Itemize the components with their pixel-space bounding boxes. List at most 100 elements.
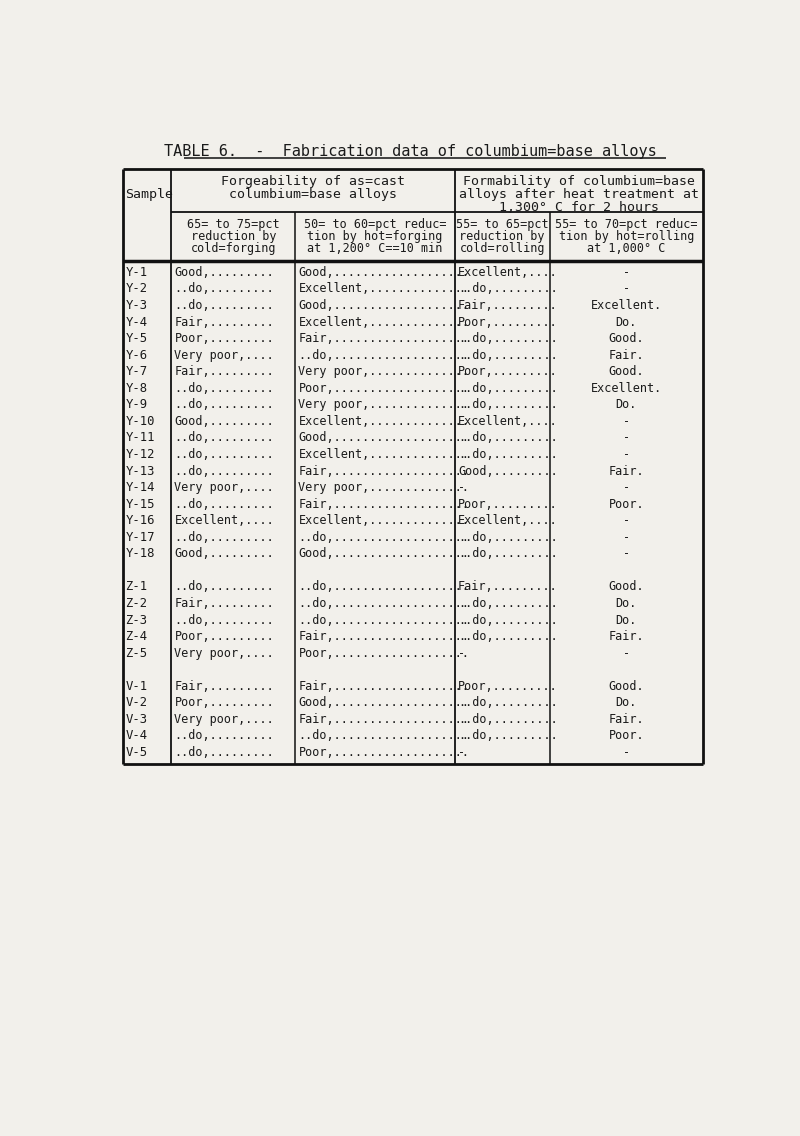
Text: Poor.: Poor. (609, 498, 644, 511)
Text: V-5: V-5 (126, 746, 148, 759)
Text: ..do,.........: ..do,......... (458, 432, 558, 444)
Text: -: - (622, 432, 630, 444)
Text: Good,.........: Good,......... (174, 415, 274, 428)
Text: Good.: Good. (609, 580, 644, 593)
Text: Y-8: Y-8 (126, 382, 148, 395)
Text: Very poor,..............: Very poor,.............. (298, 482, 470, 494)
Text: Good,...................: Good,................... (298, 299, 470, 312)
Text: ..do,.........: ..do,......... (174, 465, 274, 477)
Text: 55= to 70=pct reduc=: 55= to 70=pct reduc= (555, 218, 698, 231)
Text: Fair.: Fair. (609, 630, 644, 643)
Text: 50= to 60=pct reduc=: 50= to 60=pct reduc= (304, 218, 446, 231)
Text: -: - (458, 746, 465, 759)
Text: Do.: Do. (615, 598, 637, 610)
Text: ..do,.........: ..do,......... (458, 613, 558, 627)
Text: -: - (458, 646, 465, 660)
Text: Fair.: Fair. (609, 713, 644, 726)
Text: ..do,.........: ..do,......... (174, 382, 274, 395)
Text: ..do,.........: ..do,......... (174, 580, 274, 593)
Text: Y-16: Y-16 (126, 515, 155, 527)
Text: Good.: Good. (609, 366, 644, 378)
Text: Do.: Do. (615, 316, 637, 328)
Text: ..do,...................: ..do,................... (298, 580, 470, 593)
Text: Good,...................: Good,................... (298, 432, 470, 444)
Text: reduction by: reduction by (459, 229, 545, 243)
Text: cold=rolling: cold=rolling (459, 242, 545, 256)
Text: Fair,.........: Fair,......... (458, 299, 558, 312)
Text: -: - (622, 448, 630, 461)
Text: Do.: Do. (615, 399, 637, 411)
Text: Fair,...................: Fair,................... (298, 498, 470, 511)
Text: Formability of columbium=base: Formability of columbium=base (463, 175, 695, 187)
Text: ..do,.........: ..do,......... (174, 448, 274, 461)
Text: ..do,.........: ..do,......... (458, 630, 558, 643)
Text: Excellent,....: Excellent,.... (174, 515, 274, 527)
Text: Y-2: Y-2 (126, 283, 148, 295)
Text: Forgeability of as=cast: Forgeability of as=cast (221, 175, 405, 187)
Text: Excellent,....: Excellent,.... (458, 515, 558, 527)
Text: ..do,.........: ..do,......... (174, 299, 274, 312)
Text: ..do,...................: ..do,................... (298, 613, 470, 627)
Text: ..do,.........: ..do,......... (174, 498, 274, 511)
Text: Poor,...................: Poor,................... (298, 382, 470, 395)
Text: Do.: Do. (615, 696, 637, 709)
Text: Sample: Sample (125, 189, 173, 201)
Text: -: - (622, 415, 630, 428)
Text: Poor.: Poor. (609, 729, 644, 743)
Text: ..do,.........: ..do,......... (458, 713, 558, 726)
Text: 1,300° C for 2 hours: 1,300° C for 2 hours (499, 201, 659, 214)
Text: Excellent,..............: Excellent,.............. (298, 283, 470, 295)
Text: Very poor,....: Very poor,.... (174, 349, 274, 361)
Text: ..do,...................: ..do,................... (298, 729, 470, 743)
Text: Very poor,..............: Very poor,.............. (298, 399, 470, 411)
Text: Excellent,..............: Excellent,.............. (298, 415, 470, 428)
Text: Poor,.........: Poor,......... (174, 332, 274, 345)
Text: Do.: Do. (615, 613, 637, 627)
Text: Very poor,....: Very poor,.... (174, 713, 274, 726)
Text: Good,.........: Good,......... (174, 548, 274, 560)
Text: -: - (622, 515, 630, 527)
Text: ..do,.........: ..do,......... (458, 399, 558, 411)
Text: ..do,...................: ..do,................... (298, 349, 470, 361)
Text: Y-3: Y-3 (126, 299, 148, 312)
Text: Y-6: Y-6 (126, 349, 148, 361)
Text: Z-3: Z-3 (126, 613, 148, 627)
Text: Excellent,..............: Excellent,.............. (298, 515, 470, 527)
Text: ..do,.........: ..do,......... (174, 283, 274, 295)
Text: ..do,.........: ..do,......... (458, 696, 558, 709)
Text: -: - (622, 266, 630, 279)
Text: ..do,.........: ..do,......... (458, 349, 558, 361)
Text: ..do,...................: ..do,................... (298, 598, 470, 610)
Text: Y-10: Y-10 (126, 415, 155, 428)
Text: ..do,.........: ..do,......... (458, 382, 558, 395)
Text: V-3: V-3 (126, 713, 148, 726)
Text: Z-5: Z-5 (126, 646, 148, 660)
Text: tion by hot=rolling: tion by hot=rolling (558, 229, 694, 243)
Text: TABLE 6.  -  Fabrication data of columbium=base alloys: TABLE 6. - Fabrication data of columbium… (164, 144, 656, 159)
Text: Y-13: Y-13 (126, 465, 155, 477)
Text: Y-7: Y-7 (126, 366, 148, 378)
Text: columbium=base alloys: columbium=base alloys (229, 187, 397, 201)
Text: -: - (622, 482, 630, 494)
Text: Y-15: Y-15 (126, 498, 155, 511)
Text: Z-2: Z-2 (126, 598, 148, 610)
Text: Poor,.........: Poor,......... (458, 679, 558, 693)
Text: Z-1: Z-1 (126, 580, 148, 593)
Text: Good,.........: Good,......... (174, 266, 274, 279)
Text: Y-12: Y-12 (126, 448, 155, 461)
Text: Y-9: Y-9 (126, 399, 148, 411)
Text: alloys after heat treatment at: alloys after heat treatment at (459, 187, 699, 201)
Text: Poor,.........: Poor,......... (458, 316, 558, 328)
Text: at 1,000° C: at 1,000° C (587, 242, 666, 256)
Text: ..do,.........: ..do,......... (458, 548, 558, 560)
Text: ..do,.........: ..do,......... (458, 598, 558, 610)
Text: Y-14: Y-14 (126, 482, 155, 494)
Text: Y-11: Y-11 (126, 432, 155, 444)
Text: -: - (458, 482, 465, 494)
Text: Fair,.........: Fair,......... (174, 316, 274, 328)
Text: Poor,.........: Poor,......... (458, 366, 558, 378)
Text: ..do,.........: ..do,......... (174, 729, 274, 743)
Text: V-1: V-1 (126, 679, 148, 693)
Text: -: - (622, 746, 630, 759)
Text: Poor,.........: Poor,......... (458, 498, 558, 511)
